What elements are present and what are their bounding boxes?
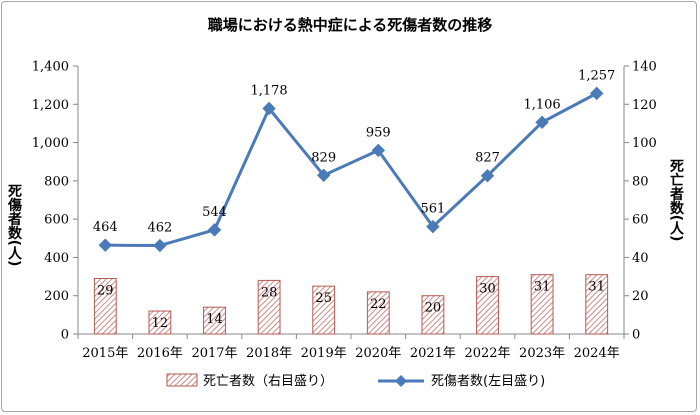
right-axis-title-text: 死亡者数(人) bbox=[668, 159, 685, 242]
line-data-label: 1,257 bbox=[578, 68, 615, 83]
right-tick-label: 40 bbox=[632, 251, 649, 266]
legend-line-marker bbox=[395, 375, 407, 387]
bar bbox=[93, 277, 117, 335]
bar-data-label: 31 bbox=[534, 280, 551, 295]
left-tick-label: 1,400 bbox=[32, 60, 69, 75]
bar bbox=[585, 274, 609, 335]
right-axis-title: 死亡者数(人) bbox=[668, 159, 685, 242]
bar bbox=[366, 291, 390, 335]
bar-data-label: 31 bbox=[588, 280, 605, 295]
left-tick-label: 400 bbox=[44, 251, 69, 266]
line-data-label: 561 bbox=[420, 202, 445, 217]
left-tick-label: 0 bbox=[61, 328, 69, 343]
line-marker bbox=[207, 223, 222, 237]
line-data-label: 827 bbox=[475, 151, 500, 166]
right-tick-label: 100 bbox=[632, 136, 657, 151]
left-tick-label: 1,000 bbox=[32, 136, 69, 151]
line-data-label: 462 bbox=[147, 221, 172, 236]
bar-data-label: 22 bbox=[370, 297, 387, 312]
line-series bbox=[105, 92, 598, 248]
bar bbox=[312, 285, 336, 335]
line-marker bbox=[98, 238, 113, 252]
plot-area: 0 200 400 600 800 1,000 1,200 1,400 0 20 40 60 80 100… bbox=[32, 60, 657, 362]
legend: 死亡者数（右目盛り） 死傷者数(左目盛り) bbox=[166, 373, 545, 389]
legend-bar-swatch bbox=[166, 373, 198, 387]
line-marker bbox=[153, 238, 167, 253]
right-tick-label: 80 bbox=[632, 174, 649, 189]
bar-data-label: 20 bbox=[425, 301, 442, 316]
line-marker bbox=[535, 115, 549, 129]
line-data-label: 464 bbox=[93, 220, 118, 235]
x-tick-label: 2015年 bbox=[82, 346, 128, 361]
line-data-label: 959 bbox=[366, 125, 391, 140]
line-marker bbox=[589, 86, 604, 101]
left-tick-label: 200 bbox=[44, 289, 69, 304]
legend-line-label: 死傷者数(左目盛り) bbox=[431, 374, 545, 389]
left-axis-title-text: 死傷者数(人) bbox=[6, 184, 23, 267]
line-data-label: 1,178 bbox=[250, 83, 287, 98]
right-tick-label: 60 bbox=[632, 213, 649, 228]
bar-data-label: 12 bbox=[152, 316, 169, 331]
line-data-label: 829 bbox=[311, 150, 336, 165]
bar bbox=[203, 306, 226, 335]
bar bbox=[257, 279, 281, 335]
line-marker bbox=[262, 101, 276, 116]
bar-data-label: 30 bbox=[479, 282, 496, 297]
left-tick-label: 1,200 bbox=[32, 98, 69, 113]
line-marker bbox=[480, 168, 495, 183]
bar bbox=[421, 295, 445, 335]
x-tick-label: 2020年 bbox=[355, 346, 401, 361]
bar bbox=[148, 310, 172, 335]
bar-data-label: 29 bbox=[97, 283, 114, 298]
line-marker bbox=[426, 219, 440, 234]
x-tick-label: 2022年 bbox=[464, 346, 510, 361]
x-tick-label: 2017年 bbox=[191, 346, 237, 361]
line-data-label: 1,106 bbox=[523, 97, 560, 112]
x-tick-label: 2021年 bbox=[410, 346, 456, 361]
x-tick-label: 2016年 bbox=[137, 346, 183, 361]
line-marker bbox=[316, 168, 331, 183]
chart-title: 職場における熱中症による死傷者数の推移 bbox=[208, 16, 493, 34]
bar bbox=[530, 274, 554, 335]
x-tick-label: 2024年 bbox=[574, 346, 620, 361]
x-tick-label: 2018年 bbox=[246, 346, 292, 361]
left-tick-label: 600 bbox=[44, 213, 69, 228]
right-tick-label: 120 bbox=[632, 98, 657, 113]
x-tick-label: 2023年 bbox=[519, 346, 565, 361]
left-tick-label: 800 bbox=[44, 174, 69, 189]
right-tick-label: 20 bbox=[632, 289, 649, 304]
x-tick-label: 2019年 bbox=[301, 346, 347, 361]
line-marker bbox=[371, 143, 386, 158]
right-tick-label: 0 bbox=[632, 328, 640, 343]
bar bbox=[476, 276, 499, 335]
right-tick-label: 140 bbox=[632, 60, 657, 75]
line-data-label: 544 bbox=[202, 205, 227, 220]
legend-bar-label: 死亡者数（右目盛り） bbox=[203, 374, 333, 389]
left-axis-title: 死傷者数(人) bbox=[6, 184, 23, 267]
bar-data-label: 25 bbox=[315, 291, 332, 306]
bar-data-label: 28 bbox=[261, 285, 278, 300]
bar-data-label: 14 bbox=[206, 312, 223, 327]
